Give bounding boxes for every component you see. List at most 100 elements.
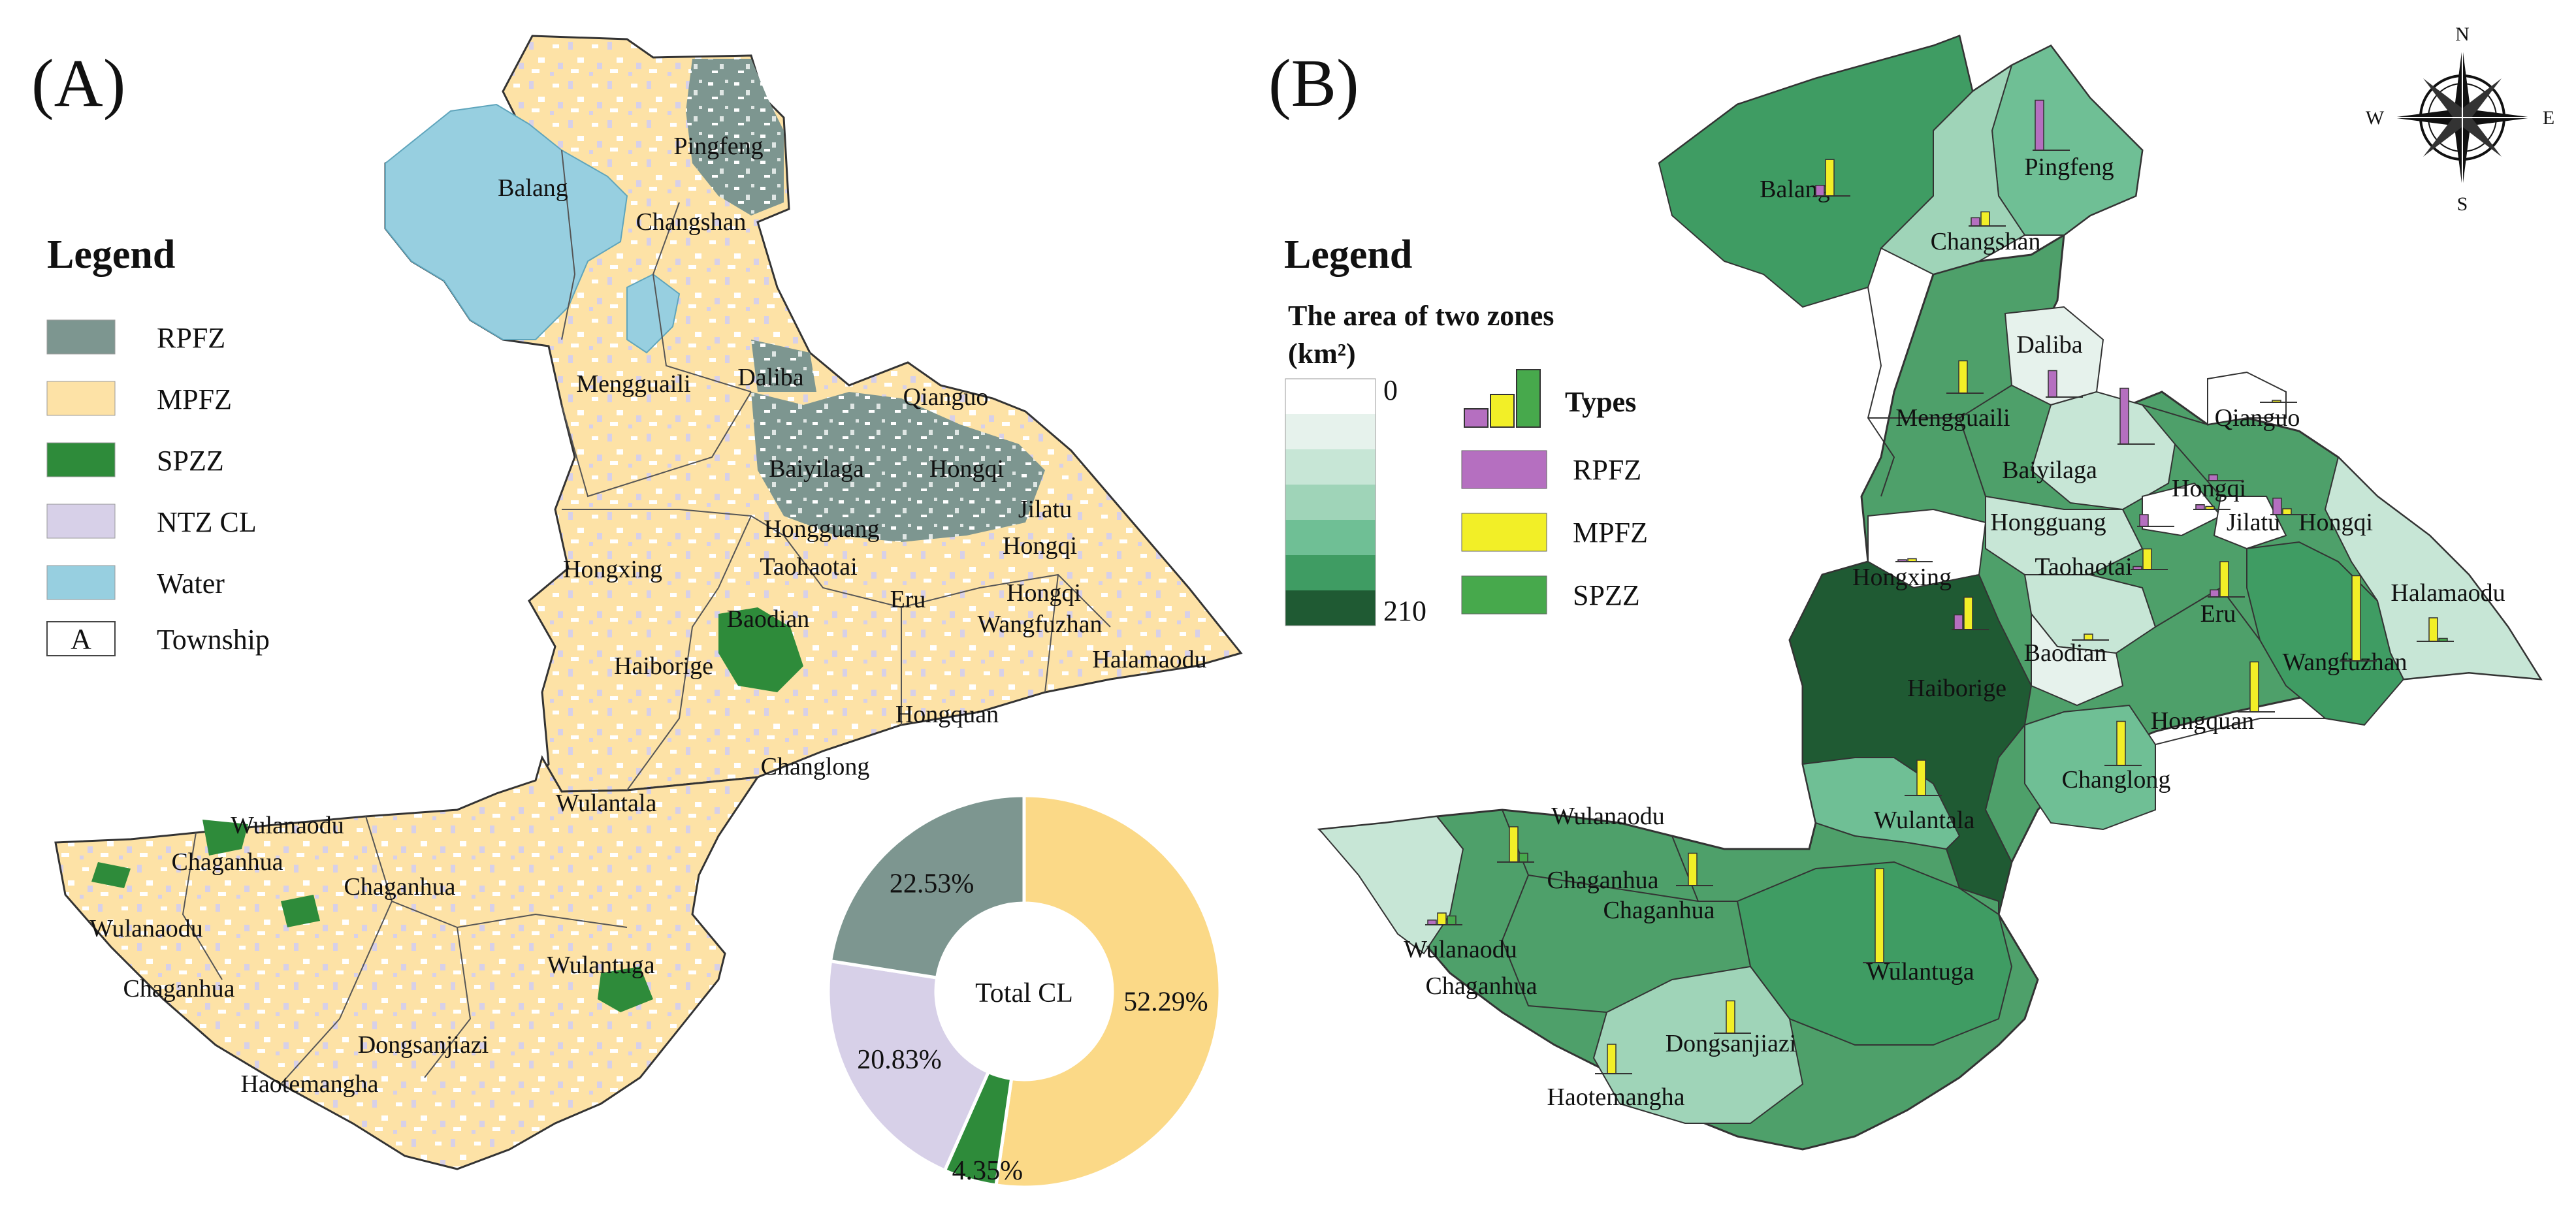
donut-label-3: 22.53% (890, 869, 974, 899)
scale-step-3 (1285, 485, 1376, 520)
zone-bar-chart (2238, 661, 2275, 713)
township-label-mengguaili: Mengguaili (576, 370, 690, 398)
scale-step-4 (1285, 520, 1376, 555)
zone-bar-chart (1425, 912, 1462, 925)
township-label-haotemangha: Haotemangha (240, 1070, 378, 1098)
township-label-b-dongsanjiazi: Dongsanjiazi (1666, 1030, 1797, 1057)
donut-label-0: 52.29% (1123, 987, 1208, 1018)
legend-a-swatch-spzz (46, 442, 116, 477)
donut-segment-3 (828, 793, 1026, 980)
donut-label-2: 20.83% (857, 1045, 942, 1075)
township-label-hongxing: Hongxing (563, 556, 662, 583)
zone-bar-chart (2117, 387, 2155, 445)
compass-rose: N S E W (2366, 24, 2554, 215)
township-label-b-hongguang: Hongguang (1990, 509, 2106, 536)
scale-step-2 (1285, 449, 1376, 485)
legend-a-title: Legend (47, 232, 175, 277)
zone-bar-spzz (1519, 852, 1528, 863)
township-label-b-wulantala: Wulantala (1874, 807, 1975, 834)
township-label-dongsanjiazi: Dongsanjiazi (358, 1031, 489, 1059)
township-label-b-wulanaodu: Wulanaodu (1551, 803, 1665, 830)
zone-bar-chart (2046, 370, 2083, 398)
zone-bar-chart (1946, 360, 1984, 394)
township-label-hongqi: Hongqi (1003, 532, 1077, 560)
spzz-patch-wulantuga (598, 967, 653, 1012)
zone-baiyilaga (2030, 391, 2176, 511)
township-label-b-mengguaili: Mengguaili (1895, 404, 2010, 432)
township-label-hongquan: Hongquan (895, 701, 999, 728)
zone-bar-rpfz (1815, 185, 1825, 197)
township-boundaries-b (1436, 287, 2325, 1013)
spzz-patch-chaganhua (281, 895, 320, 927)
zone-bar-rpfz (1427, 920, 1437, 925)
legend-a-swatch-mpfz (46, 381, 116, 416)
rpfz-patch-daliba (751, 340, 816, 392)
township-legend-label: Township (157, 624, 270, 656)
zone-bar-chart (2104, 720, 2142, 766)
township-label-b-daliba: Daliba (2016, 331, 2082, 359)
township-label-b-hongqi: Hongqi (2298, 509, 2373, 536)
zone-bar-mpfz (2116, 720, 2126, 766)
zone-bar-mpfz (1875, 868, 1884, 963)
zone-bar-chart (2208, 561, 2245, 598)
township-label-hongqi: Hongqi (1006, 579, 1081, 607)
zone-bar-chart (1863, 868, 1900, 963)
township-label-baodian: Baodian (727, 605, 810, 633)
rpfz-patch-pingfeng (686, 59, 784, 216)
zone-bar-rpfz (2210, 589, 2219, 598)
legend-b: Legend The area of two zones (km²) 0 210… (1284, 232, 1648, 627)
zone-bar-chart (1905, 760, 1942, 796)
spzz-patch-west (202, 820, 248, 856)
zone-bar-mpfz (2249, 661, 2259, 713)
township-label-wulantala: Wulantala (556, 790, 657, 817)
zone-bar-mpfz (1437, 912, 1447, 925)
zone-bar-chart (2206, 474, 2244, 481)
panel-b-label: (B) (1268, 46, 1359, 121)
township-label-b-baodian: Baodian (2024, 639, 2107, 667)
scale-step-1 (1285, 414, 1376, 449)
township-label-wangfuzhan: Wangfuzhan (977, 611, 1102, 638)
zone-pingfeng (1991, 44, 2144, 236)
township-label-changlong: Changlong (761, 753, 870, 780)
township-label-b-baiyilaga: Baiyilaga (2002, 457, 2097, 484)
zone-bar-mpfz (2428, 617, 2438, 642)
township-symbol-box (46, 621, 116, 656)
donut-chart: 52.29% 4.35% 20.83% 22.53% Total CL (826, 793, 1222, 1189)
zone-jilatu (2213, 496, 2287, 550)
township-boundaries-a (182, 150, 1111, 1085)
zone-bar-rpfz (2035, 99, 2044, 151)
township-label-b-hongxing: Hongxing (1852, 564, 1952, 591)
zone-bar-mpfz (2282, 508, 2292, 515)
zone-bar-chart (1895, 558, 1933, 562)
township-label-baiyilaga: Baiyilaga (769, 455, 864, 483)
township-label-b-halamaodu: Halamaodu (2391, 579, 2505, 607)
township-label-b-hongquan: Hongquan (2151, 707, 2254, 735)
zone-bar-chart (1969, 211, 2006, 227)
zone-bar-rpfz (2195, 504, 2205, 510)
spzz-patch-southwest (91, 862, 131, 888)
donut-center-label: Total CL (975, 978, 1073, 1008)
zone-bar-mpfz (1958, 360, 1968, 394)
legend-a-swatch-rpfz (46, 319, 116, 355)
zone-bar-rpfz (2272, 498, 2282, 515)
legend-a-label-mpfz: MPFZ (157, 383, 232, 415)
legend-a-label-ntz: NTZ CL (157, 506, 257, 538)
scale-min-label: 0 (1383, 374, 1398, 406)
zone-bar-chart (1497, 826, 1534, 863)
township-label-chaganhua: Chaganhua (172, 848, 283, 876)
zone-bar-chart (1595, 1044, 1632, 1074)
zone-bar-rpfz (1954, 614, 1963, 630)
scale-step-5 (1285, 555, 1376, 590)
township-label-jilatu: Jilatu (1018, 496, 1072, 523)
township-label-b-wulanaodu: Wulanaodu (1404, 936, 1517, 963)
township-label-daliba: Daliba (737, 364, 803, 391)
zone-bar-chart (2131, 548, 2168, 570)
type-swatch-mpfz (1461, 513, 1547, 552)
zone-bar-chart (2340, 575, 2377, 662)
map-a (54, 35, 1243, 1170)
map-b (1317, 34, 2543, 1151)
zone-bar-chart (1813, 159, 1850, 197)
zone-halamaodu (2324, 456, 2542, 681)
township-label-b-haiborige: Haiborige (1907, 675, 2006, 702)
zone-bar-rpfz (2048, 370, 2057, 398)
